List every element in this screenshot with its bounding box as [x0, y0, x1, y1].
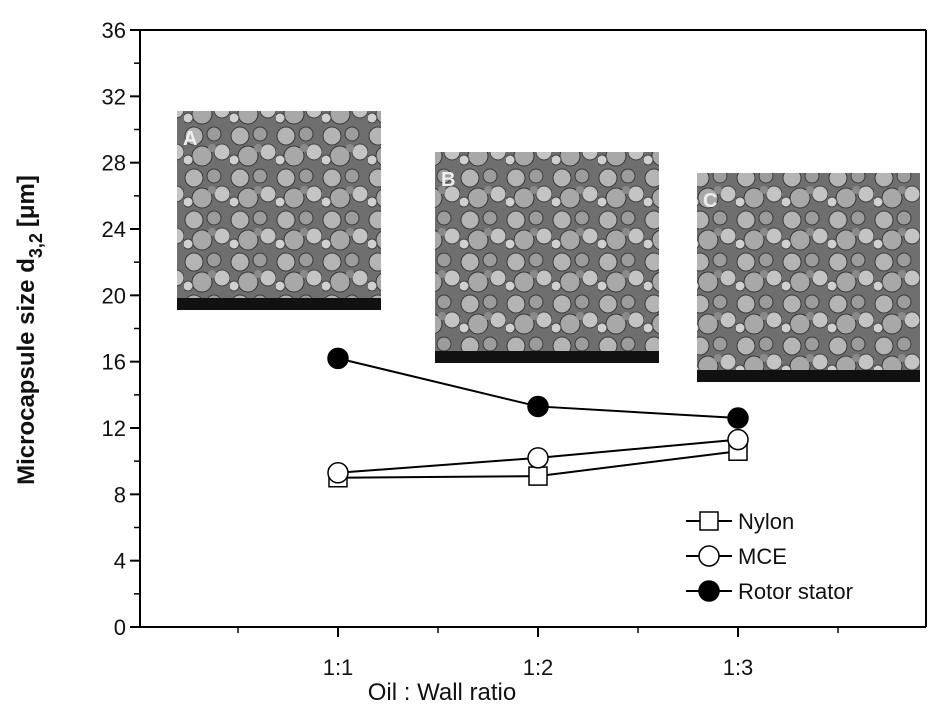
y-tick-label: 20 [102, 283, 126, 308]
y-axis-title-subscript: 3,2 [26, 233, 46, 258]
marker [698, 580, 720, 602]
y-axis-title: Microcapsule size d3,2 [μm] [13, 175, 46, 485]
y-axis-title-unit: [μm] [13, 175, 40, 227]
marker [527, 447, 549, 469]
marker [698, 545, 720, 567]
legend: Nylon MCE Rotor stator [686, 509, 853, 604]
marker [327, 347, 349, 370]
marker [699, 511, 719, 531]
marker [727, 428, 749, 451]
y-tick-label: 0 [114, 615, 126, 640]
sem-info-bar [697, 370, 920, 382]
y-tick-label: 16 [102, 350, 126, 375]
marker [527, 395, 549, 418]
x-axis-title: Oil : Wall ratio [368, 679, 516, 706]
legend-label: Rotor stator [738, 579, 853, 604]
legend-label: Nylon [738, 509, 794, 534]
marker [327, 462, 349, 484]
y-tick-label: 12 [102, 416, 126, 441]
y-tick-label: 36 [102, 18, 126, 43]
x-tick-label: 1:3 [723, 655, 754, 680]
y-axis-title-main: Microcapsule size d [13, 258, 40, 485]
inset-label: B [441, 169, 455, 191]
y-tick-label: 4 [114, 549, 126, 574]
marker [727, 407, 749, 429]
sem-image [697, 173, 920, 382]
sem-image [177, 111, 381, 310]
inset-label: C [703, 190, 717, 212]
sem-info-bar [435, 351, 659, 363]
series [327, 428, 749, 484]
axes: 0 4 8 12 16 20 24 28 32 36 1:1 1:2 1:3 [102, 18, 927, 680]
y-tick-label: 24 [102, 217, 126, 242]
y-tick-label: 8 [114, 482, 126, 507]
insets: A B C [177, 111, 920, 382]
series [327, 347, 749, 429]
y-tick-label: 28 [102, 151, 126, 176]
x-tick-label: 1:1 [323, 655, 354, 680]
x-tick-label: 1:2 [523, 655, 554, 680]
sem-info-bar [177, 298, 381, 310]
marker [528, 466, 548, 486]
sem-image [435, 152, 659, 363]
inset-label: A [183, 128, 197, 150]
legend-label: MCE [738, 544, 787, 569]
y-tick-label: 32 [102, 84, 126, 109]
